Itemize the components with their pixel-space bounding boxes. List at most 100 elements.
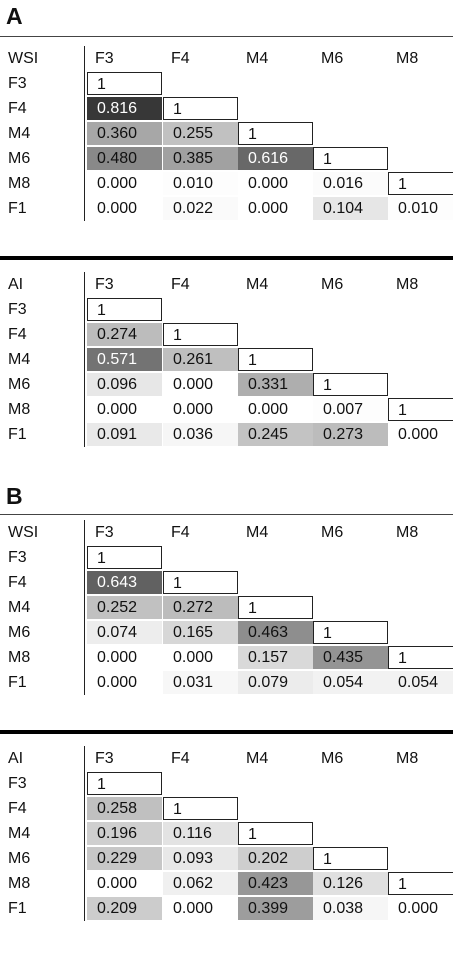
correlation-cell: 0.054 — [313, 671, 388, 694]
column-header: M8 — [396, 50, 419, 67]
correlation-cell: 0.000 — [388, 897, 453, 920]
diagonal-cell: 1 — [238, 122, 313, 145]
table-row: F1 0.000 0.022 0.000 0.104 0.010 — [0, 196, 453, 221]
correlation-cell: 0.000 — [87, 398, 162, 421]
column-header: M8 — [396, 750, 419, 767]
row-label: F1 — [8, 674, 27, 691]
correlation-cell: 0.062 — [163, 872, 238, 895]
table-row: M4 0.571 0.261 1 — [0, 347, 453, 372]
correlation-cell: 0.157 — [238, 646, 313, 669]
table-row: M4 0.252 0.272 1 — [0, 595, 453, 620]
table-title: WSI — [8, 50, 39, 67]
correlation-cell: 0.000 — [163, 373, 238, 396]
diagonal-cell: 1 — [313, 847, 388, 870]
panel-label-a: A — [6, 3, 23, 29]
row-label: M4 — [8, 125, 31, 142]
diagonal-cell: 1 — [87, 772, 162, 795]
row-label: F3 — [8, 775, 27, 792]
row-label: M8 — [8, 401, 31, 418]
row-label: M8 — [8, 649, 31, 666]
table-title: WSI — [8, 524, 39, 541]
row-label: F3 — [8, 549, 27, 566]
panel-b-wsi-table: WSI F3 F4 M4 M6 M8 F3 1 F4 0.643 1 M4 0.252 0.272 1 M6 0… — [0, 520, 453, 695]
column-header: M4 — [246, 750, 269, 767]
panel-b-top-rule — [0, 514, 453, 515]
diagonal-cell: 1 — [238, 596, 313, 619]
table-row: M6 0.074 0.165 0.463 1 — [0, 620, 453, 645]
table-vertical-rule — [84, 46, 85, 221]
correlation-cell: 0.816 — [87, 97, 162, 120]
correlation-cell: 0.245 — [238, 423, 313, 446]
table-vertical-rule — [84, 746, 85, 921]
correlation-cell: 0.165 — [163, 621, 238, 644]
correlation-cell: 0.202 — [238, 847, 313, 870]
column-header: F3 — [95, 750, 114, 767]
row-label: M4 — [8, 351, 31, 368]
panel-a-ai-table: AI F3 F4 M4 M6 M8 F3 1 F4 0.274 1 M4 0.571 0.261 1 M6 0.… — [0, 272, 453, 447]
diagonal-cell: 1 — [238, 348, 313, 371]
diagonal-cell: 1 — [313, 373, 388, 396]
correlation-cell: 0.000 — [163, 646, 238, 669]
correlation-cell: 0.079 — [238, 671, 313, 694]
row-label: F4 — [8, 800, 27, 817]
row-label: M4 — [8, 599, 31, 616]
diagonal-cell: 1 — [313, 147, 388, 170]
panel-a-separator — [0, 256, 453, 260]
correlation-cell: 0.435 — [313, 646, 388, 669]
correlation-cell: 0.000 — [163, 398, 238, 421]
correlation-cell: 0.000 — [238, 172, 313, 195]
table-row: F1 0.000 0.031 0.079 0.054 0.054 — [0, 670, 453, 695]
correlation-cell: 0.480 — [87, 147, 162, 170]
correlation-cell: 0.010 — [388, 197, 453, 220]
correlation-cell: 0.229 — [87, 847, 162, 870]
correlation-cell: 0.423 — [238, 872, 313, 895]
table-row: M4 0.360 0.255 1 — [0, 121, 453, 146]
diagonal-cell: 1 — [238, 822, 313, 845]
table-row: F4 0.274 1 — [0, 322, 453, 347]
row-label: F4 — [8, 100, 27, 117]
table-row: F3 1 — [0, 545, 453, 570]
panel-a-wsi-table: WSI F3 F4 M4 M6 M8 F3 1 F4 0.816 1 M4 0.360 0.255 1 M6 0… — [0, 46, 453, 221]
correlation-cell: 0.000 — [238, 197, 313, 220]
column-header: M8 — [396, 276, 419, 293]
correlation-cell: 0.385 — [163, 147, 238, 170]
correlation-cell: 0.091 — [87, 423, 162, 446]
row-label: F3 — [8, 301, 27, 318]
diagonal-cell: 1 — [87, 72, 162, 95]
row-label: M6 — [8, 850, 31, 867]
column-header: M6 — [321, 276, 344, 293]
correlation-cell: 0.126 — [313, 872, 388, 895]
row-label: M6 — [8, 150, 31, 167]
row-label: M8 — [8, 875, 31, 892]
correlation-cell: 0.000 — [238, 398, 313, 421]
correlation-cell: 0.255 — [163, 122, 238, 145]
table-row: M6 0.480 0.385 0.616 1 — [0, 146, 453, 171]
correlation-cell: 0.000 — [388, 423, 453, 446]
column-header: F4 — [171, 750, 190, 767]
diagonal-cell: 1 — [388, 646, 453, 669]
correlation-cell: 0.000 — [87, 172, 162, 195]
row-label: F3 — [8, 75, 27, 92]
row-label: M8 — [8, 175, 31, 192]
correlation-cell: 0.331 — [238, 373, 313, 396]
panel-b-ai-table: AI F3 F4 M4 M6 M8 F3 1 F4 0.258 1 M4 0.196 0.116 1 M6 0.… — [0, 746, 453, 921]
table-row: M8 0.000 0.010 0.000 0.016 1 — [0, 171, 453, 196]
correlation-cell: 0.016 — [313, 172, 388, 195]
correlation-cell: 0.196 — [87, 822, 162, 845]
correlation-cell: 0.010 — [163, 172, 238, 195]
table-row: M8 0.000 0.062 0.423 0.126 1 — [0, 871, 453, 896]
diagonal-cell: 1 — [388, 872, 453, 895]
table-row: F3 1 — [0, 771, 453, 796]
table-row: M4 0.196 0.116 1 — [0, 821, 453, 846]
table-header-row: WSI F3 F4 M4 M6 M8 — [0, 520, 453, 545]
column-header: M8 — [396, 524, 419, 541]
column-header: F4 — [171, 50, 190, 67]
correlation-cell: 0.261 — [163, 348, 238, 371]
row-label: F1 — [8, 200, 27, 217]
table-title: AI — [8, 276, 24, 293]
table-row: F4 0.258 1 — [0, 796, 453, 821]
correlation-cell: 0.252 — [87, 596, 162, 619]
correlation-cell: 0.616 — [238, 147, 313, 170]
diagonal-cell: 1 — [388, 398, 453, 421]
column-header: F4 — [171, 524, 190, 541]
